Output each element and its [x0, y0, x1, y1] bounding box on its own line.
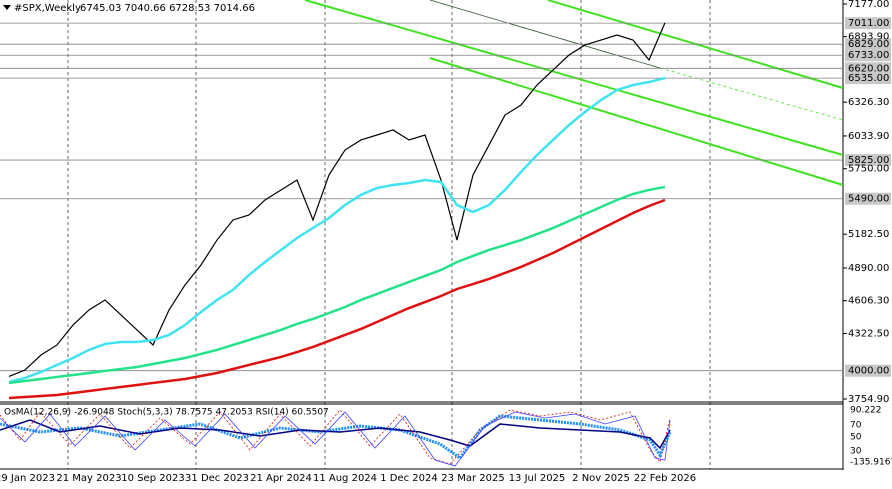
level-label: 6829.00: [848, 39, 889, 50]
y-tick-label: 6033.90: [848, 131, 889, 142]
level-box: [845, 49, 891, 62]
title-marker: [3, 5, 11, 10]
x-tick-label: 11 Aug 2024: [313, 473, 377, 484]
indicator-tick-label: 30: [850, 447, 862, 457]
y-tick-label: 6326.30: [848, 97, 889, 108]
y-tick-label: 6893.90: [848, 32, 889, 43]
level-label: 5490.00: [848, 194, 889, 205]
level-label: 6535.00: [848, 73, 889, 84]
x-tick-label: 31 Dec 2023: [185, 473, 249, 484]
moving-average: [8, 76, 666, 384]
y-tick-label: 4606.30: [848, 296, 889, 307]
y-tick-label: 5750.00: [848, 164, 889, 175]
x-tick-label: 29 Jan 2023: [0, 473, 55, 484]
price-line: [8, 22, 666, 378]
level-box: [845, 72, 891, 85]
x-tick-label: 21 Apr 2024: [250, 473, 312, 484]
x-tick-label: 21 May 2023: [56, 473, 121, 484]
moving-average: [8, 198, 666, 400]
level-box: [845, 62, 891, 75]
x-tick-label: 23 Mar 2025: [441, 473, 504, 484]
indicator-tick-label: 70: [850, 421, 862, 431]
x-tick-label: 1 Dec 2024: [380, 473, 438, 484]
y-tick-label: 5182.50: [848, 229, 889, 240]
level-box: [845, 364, 891, 377]
level-label: 4000.00: [848, 366, 889, 377]
level-box: [845, 154, 891, 167]
x-tick-label: 10 Sep 2023: [121, 473, 184, 484]
indicator-title: OsMA(12,26,9) -26.9048 Stoch(5,3,3) 78.7…: [4, 408, 329, 418]
y-tick-label: 4890.00: [848, 263, 889, 274]
chart-title: #SPX,Weekly: [14, 3, 81, 14]
x-tick-label: 13 Jul 2025: [509, 473, 566, 484]
moving-average: [8, 185, 666, 385]
y-tick-label: 7177.00: [848, 0, 889, 10]
indicator-tick-label: -135.9167: [850, 458, 892, 468]
y-tick-label: 4322.50: [848, 328, 889, 339]
indicator-tick-label: 50: [850, 433, 862, 443]
indicator-tick-label: 90.222: [850, 406, 882, 416]
level-box: [845, 38, 891, 51]
x-tick-label: 2 Nov 2025: [572, 473, 630, 484]
level-box: [845, 17, 891, 30]
level-box: [845, 192, 891, 205]
header-values: 6745.03 7040.66 6728.53 7014.66: [80, 3, 255, 14]
level-label: 7011.00: [848, 18, 889, 29]
level-label: 6733.00: [848, 50, 889, 61]
indicator-lines: [0, 409, 672, 467]
y-tick-label: 3754.90: [848, 394, 889, 405]
level-label: 6620.00: [848, 63, 889, 74]
series: [8, 22, 666, 400]
x-tick-label: 22 Feb 2026: [634, 473, 696, 484]
level-label: 5825.00: [848, 155, 889, 166]
